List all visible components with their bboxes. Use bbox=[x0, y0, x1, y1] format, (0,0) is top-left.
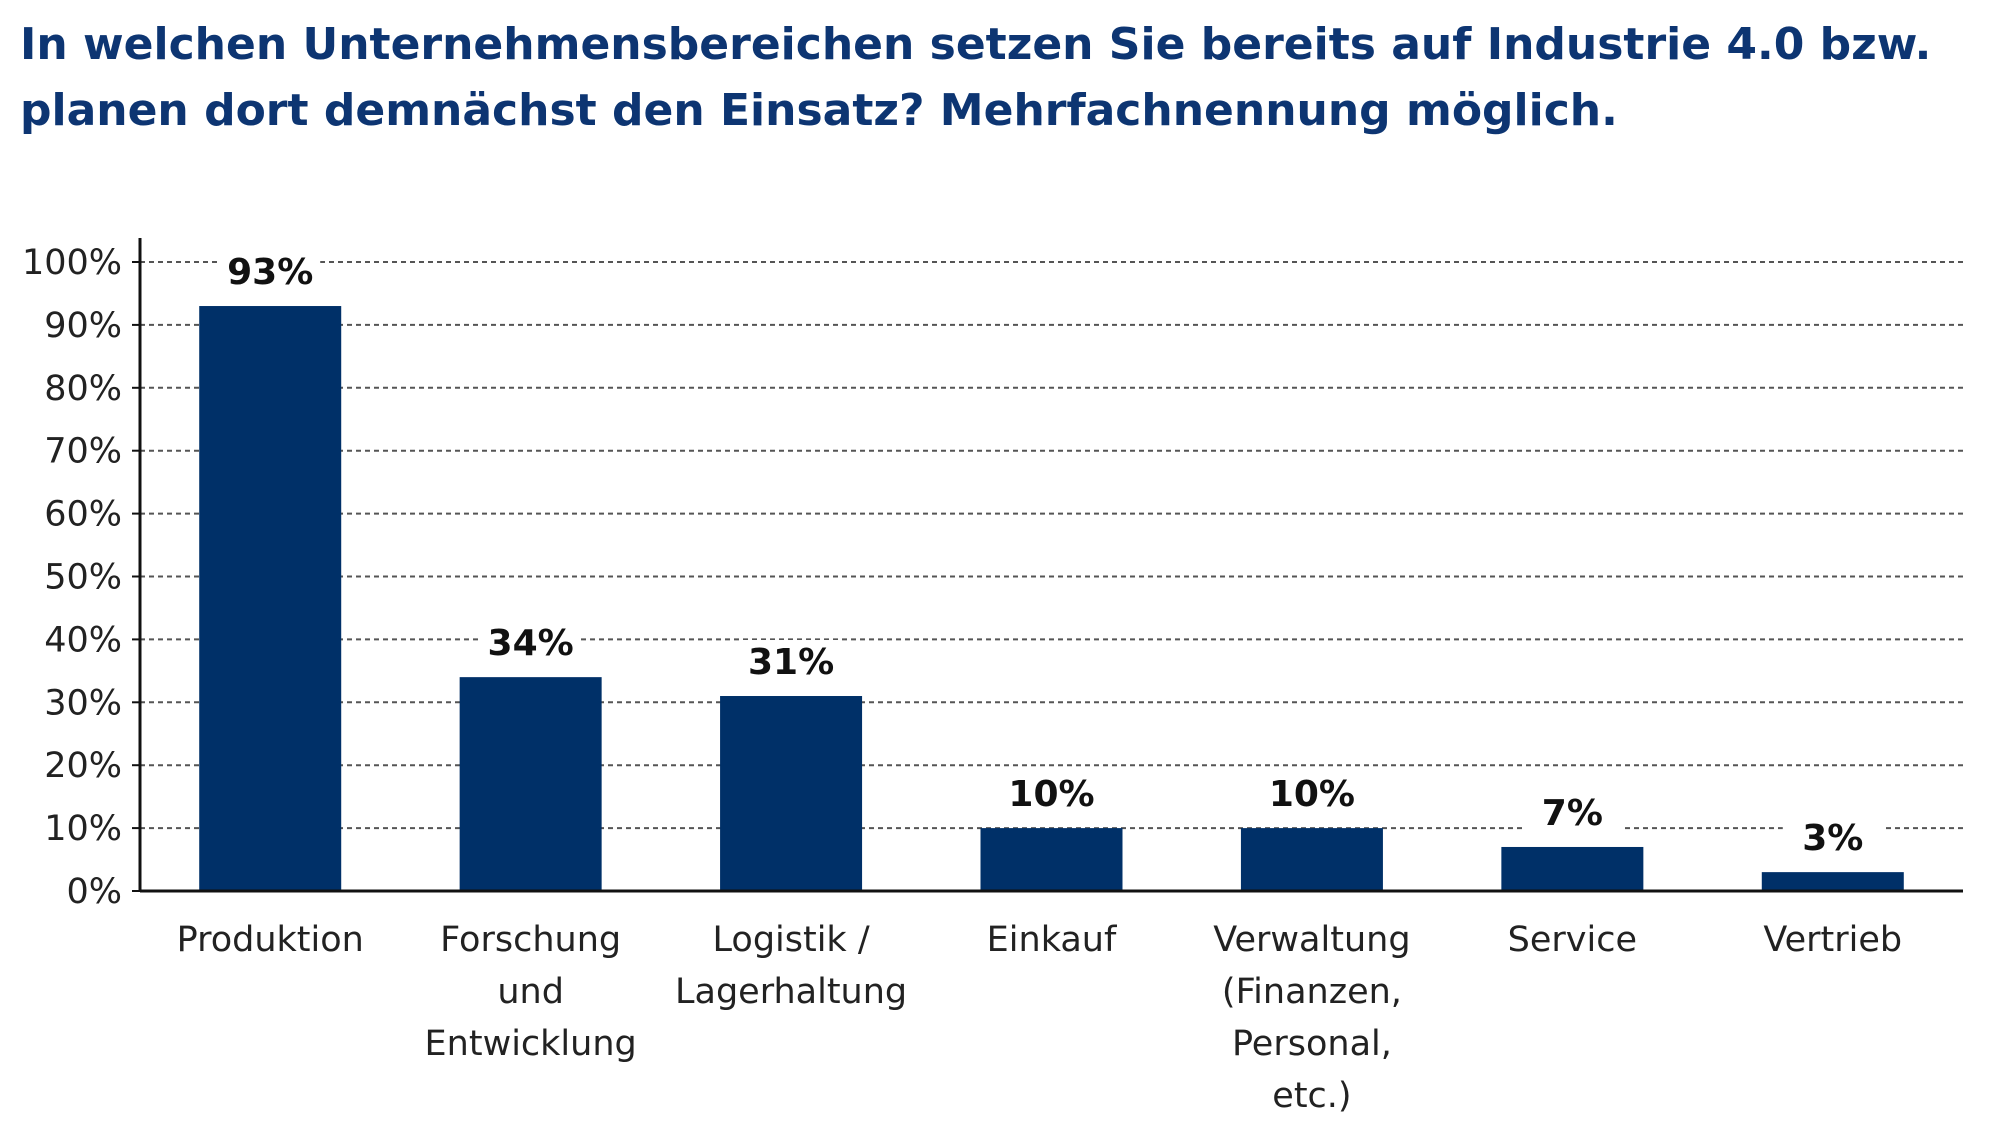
y-tick-label: 0% bbox=[66, 872, 122, 912]
y-tick-label: 20% bbox=[44, 746, 122, 786]
x-category-label: Logistik / Lagerhaltung bbox=[675, 920, 907, 1012]
x-category-label-line: Logistik / bbox=[713, 920, 870, 960]
y-tick-label: 30% bbox=[44, 683, 122, 723]
y-tick-label: 80% bbox=[44, 369, 122, 409]
bar-value-label: 3% bbox=[1802, 818, 1863, 859]
bar bbox=[199, 306, 342, 891]
x-category-label-line: Personal, bbox=[1232, 1024, 1392, 1064]
value-label-background bbox=[1261, 772, 1362, 817]
x-category-label-line: Einkauf bbox=[987, 920, 1117, 960]
y-tick-label: 50% bbox=[44, 558, 122, 598]
bar bbox=[459, 677, 602, 891]
bar-value-label: 7% bbox=[1542, 793, 1603, 834]
x-category-label: Service bbox=[1508, 920, 1637, 960]
x-category-label: Vertrieb bbox=[1763, 920, 1902, 960]
bar-value-label: 10% bbox=[1008, 774, 1094, 815]
x-category-label-line: Produktion bbox=[177, 920, 364, 960]
x-category-label-line: Forschung bbox=[440, 920, 621, 960]
x-category-label-line: Entwicklung bbox=[425, 1024, 637, 1064]
bar-value-label: 31% bbox=[748, 642, 834, 683]
y-tick-label: 100% bbox=[22, 243, 122, 283]
x-category-label: Einkauf bbox=[987, 920, 1117, 960]
chart-title: In welchen Unternehmensbereichen setzen … bbox=[20, 19, 1932, 136]
x-category-label-line: etc.) bbox=[1272, 1076, 1351, 1116]
x-category-label-line: Service bbox=[1508, 920, 1637, 960]
bar-value-label: 34% bbox=[488, 623, 574, 664]
value-label-background bbox=[220, 250, 321, 295]
y-tick-label: 40% bbox=[44, 620, 122, 660]
y-tick-label: 10% bbox=[44, 809, 122, 849]
x-category-label-line: Verwaltung bbox=[1213, 920, 1410, 960]
x-category-label: Forschung und Entwicklung bbox=[425, 920, 637, 1064]
value-label-background bbox=[1522, 790, 1623, 835]
bar-value-label: 93% bbox=[227, 252, 313, 293]
value-label-background bbox=[741, 640, 842, 685]
bar bbox=[1501, 846, 1644, 891]
x-category-label-line: Vertrieb bbox=[1763, 920, 1902, 960]
bar-value-label: 10% bbox=[1269, 774, 1355, 815]
y-tick-label: 60% bbox=[44, 495, 122, 535]
bar bbox=[720, 696, 863, 891]
bar bbox=[980, 828, 1123, 891]
x-category-label: Verwaltung (Finanzen, Personal, etc.) bbox=[1213, 920, 1410, 1116]
value-label-background bbox=[480, 621, 581, 666]
x-category-label-line: Lagerhaltung bbox=[675, 972, 907, 1012]
value-label-background bbox=[1782, 816, 1883, 861]
x-category-label-line: und bbox=[497, 972, 564, 1012]
bar bbox=[1240, 828, 1383, 891]
x-category-label: Produktion bbox=[177, 920, 364, 960]
value-label-background bbox=[1001, 772, 1102, 817]
y-tick-label: 90% bbox=[44, 306, 122, 346]
x-category-label-line: (Finanzen, bbox=[1222, 972, 1402, 1012]
y-tick-label: 70% bbox=[44, 432, 122, 472]
bar bbox=[1761, 872, 1904, 891]
